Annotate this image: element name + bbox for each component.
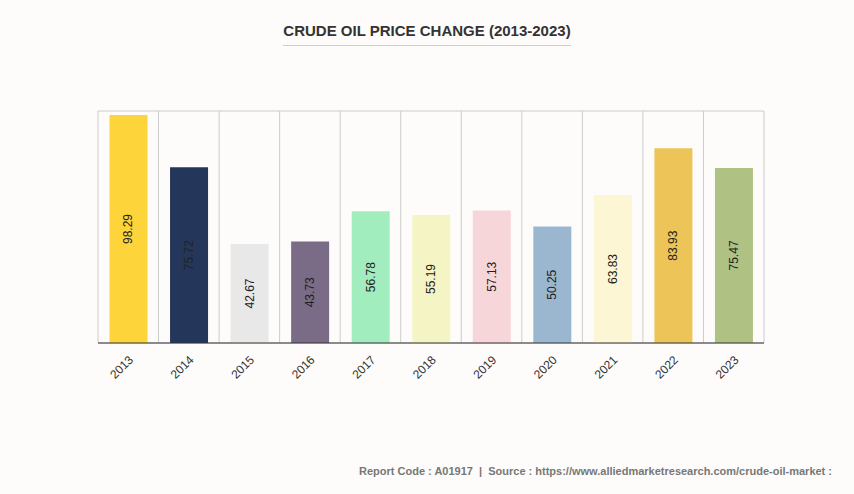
svg-text:43.73: 43.73 (303, 277, 317, 307)
svg-text:2022: 2022 (652, 353, 681, 382)
svg-text:2023: 2023 (713, 353, 742, 382)
svg-text:2014: 2014 (168, 353, 197, 382)
svg-text:55.19: 55.19 (424, 264, 438, 294)
html-text:Report Code : A01917 | Source: Report Code : A01917 | Source : https://… (359, 465, 832, 477)
html-text:CRUDE OIL PRICE CHANGE (2013-2: CRUDE OIL PRICE CHANGE (2013-2023) (283, 22, 571, 39)
svg-text:63.83: 63.83 (606, 254, 620, 284)
svg-text:2013: 2013 (107, 353, 136, 382)
svg-text:50.25: 50.25 (545, 269, 559, 299)
svg-text:2019: 2019 (471, 353, 500, 382)
svg-text:2018: 2018 (410, 353, 439, 382)
svg-text:75.47: 75.47 (727, 240, 741, 270)
svg-text:98.29: 98.29 (122, 214, 136, 244)
svg-text:2016: 2016 (289, 353, 318, 382)
svg-text:2021: 2021 (592, 353, 621, 382)
svg-text:56.78: 56.78 (364, 262, 378, 292)
svg-text:42.67: 42.67 (243, 278, 257, 308)
svg-text:2015: 2015 (228, 353, 257, 382)
svg-text:2020: 2020 (531, 353, 560, 382)
svg-text:83.93: 83.93 (666, 230, 680, 260)
svg-text:75.72: 75.72 (182, 240, 196, 270)
svg-text:57.13: 57.13 (485, 261, 499, 291)
svg-text:2017: 2017 (349, 353, 378, 382)
